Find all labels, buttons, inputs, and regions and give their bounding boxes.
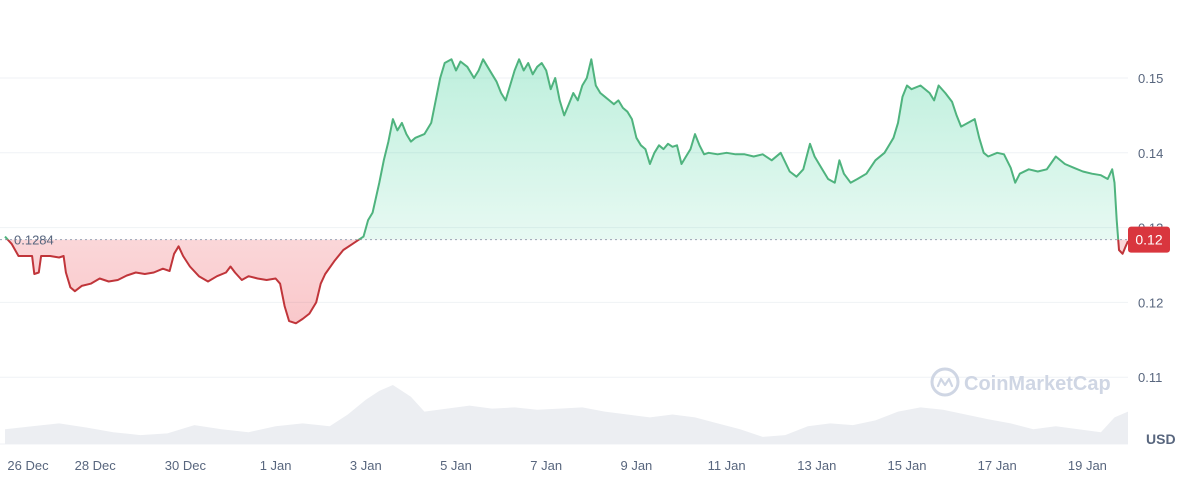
coinmarketcap-watermark: CoinMarketCap bbox=[930, 367, 1111, 397]
x-tick-label-7: 9 Jan bbox=[620, 458, 652, 473]
price-line bbox=[4, 58, 1129, 325]
current-price-badge: 0.12 bbox=[1128, 226, 1170, 253]
y-tick-label-4: 0.11 bbox=[1138, 370, 1162, 385]
x-tick-label-12: 19 Jan bbox=[1068, 458, 1107, 473]
x-tick-label-2: 30 Dec bbox=[165, 458, 207, 473]
x-tick-label-4: 3 Jan bbox=[350, 458, 382, 473]
x-tick-label-5: 5 Jan bbox=[440, 458, 472, 473]
y-tick-label-1: 0.14 bbox=[1138, 146, 1163, 161]
y-tick-label-3: 0.12 bbox=[1138, 295, 1163, 310]
x-tick-label-8: 11 Jan bbox=[708, 458, 746, 473]
watermark-text: CoinMarketCap bbox=[964, 373, 1111, 395]
x-tick-label-6: 7 Jan bbox=[530, 458, 562, 473]
volume-area bbox=[5, 385, 1128, 444]
price-line-down bbox=[6, 239, 1129, 325]
x-tick-label-9: 13 Jan bbox=[797, 458, 836, 473]
current-price-badge-text: 0.12 bbox=[1135, 232, 1162, 248]
price-area-up bbox=[5, 59, 1119, 240]
coinmarketcap-logo-mark bbox=[936, 377, 954, 388]
x-tick-label-3: 1 Jan bbox=[260, 458, 292, 473]
price-area-down bbox=[5, 239, 1128, 324]
x-tick-label-0: 26 Dec bbox=[7, 458, 49, 473]
x-axis-ticks: 26 Dec 28 Dec 30 Dec 1 Jan 3 Jan 5 Jan 7 Jan 9 … bbox=[7, 458, 1107, 473]
currency-label: USD bbox=[1146, 431, 1176, 447]
price-line-up bbox=[4, 58, 1120, 240]
x-tick-label-11: 17 Jan bbox=[978, 458, 1017, 473]
x-tick-label-1: 28 Dec bbox=[75, 458, 117, 473]
current-price-badge-bg bbox=[1128, 226, 1170, 253]
y-tick-label-0: 0.15 bbox=[1138, 71, 1163, 86]
price-area bbox=[5, 59, 1128, 324]
volume-series bbox=[5, 385, 1128, 444]
x-tick-label-10: 15 Jan bbox=[887, 458, 926, 473]
baseline-label: 0.1284 bbox=[14, 233, 54, 248]
coinmarketcap-logo-icon bbox=[930, 367, 960, 397]
